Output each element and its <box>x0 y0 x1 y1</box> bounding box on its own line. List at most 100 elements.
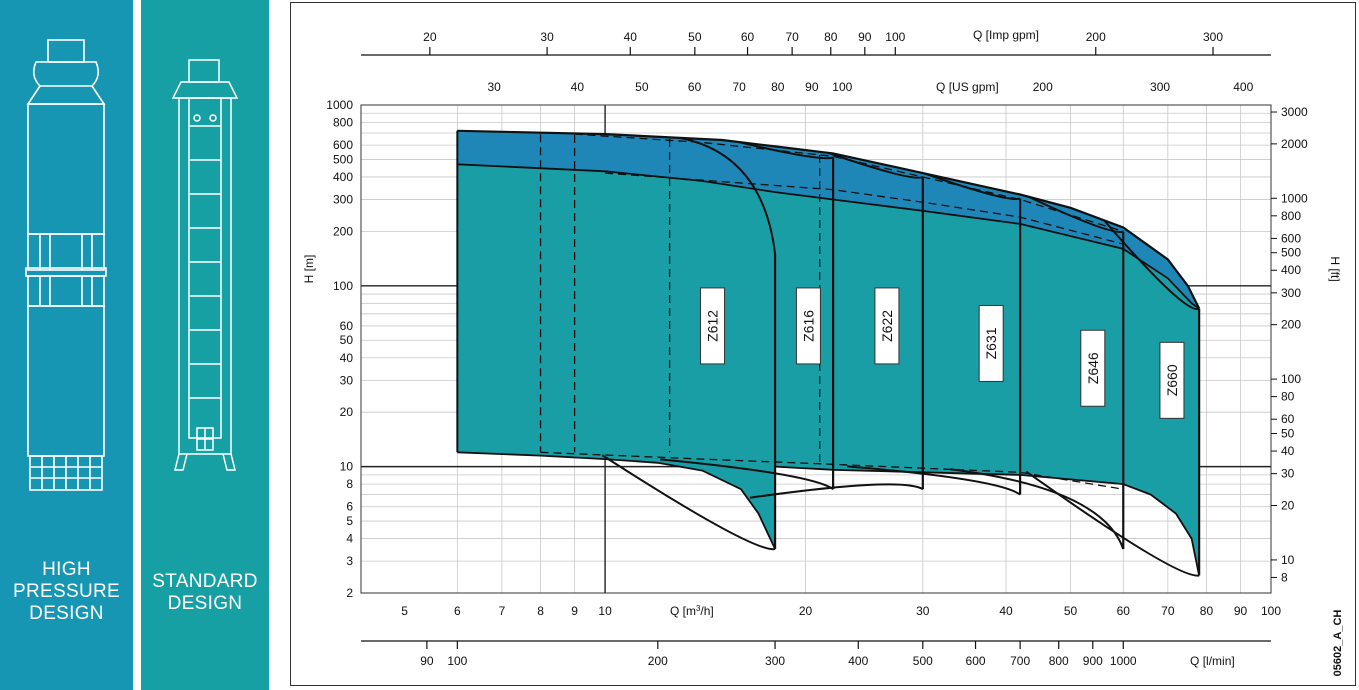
y-right-tick-label: 50 <box>1281 427 1295 441</box>
x-impgpm-tick-label: 40 <box>624 30 638 44</box>
envelope-lower-curve <box>457 451 776 550</box>
series-top-curve <box>827 151 924 179</box>
label-line: PRESSURE <box>13 581 120 602</box>
x-impgpm-tick-label: 90 <box>858 30 872 44</box>
x-usgpm-tick-label: 300 <box>1150 80 1170 94</box>
series-label-z631: Z631 <box>978 304 1004 382</box>
high-pressure-panel: HIGH PRESSURE DESIGN <box>0 0 133 690</box>
series-label-z622: Z622 <box>874 287 900 365</box>
x-lmin-tick-label: 200 <box>648 654 668 668</box>
y-left-axis-label: H [m] <box>302 255 316 284</box>
y-right-tick-label: 80 <box>1281 390 1295 404</box>
y-right-tick-label: 200 <box>1281 318 1301 332</box>
y-right-tick-label: 500 <box>1281 246 1301 260</box>
x-bottom-tick-label: 10 <box>598 604 612 618</box>
dashed-curves <box>539 133 1124 490</box>
dashed-lower-curve <box>540 451 1124 490</box>
x-usgpm-tick-label: 100 <box>832 80 852 94</box>
x-usgpm-tick-label: 60 <box>688 80 702 94</box>
x-bottom-tick-label: 100 <box>1261 604 1281 618</box>
x-lmin-tick-label: 90 <box>420 654 434 668</box>
standard-label: STANDARD DESIGN <box>141 571 269 615</box>
x-usgpm-tick-label: 80 <box>771 80 785 94</box>
label-line: HIGH <box>42 559 91 580</box>
y-left-tick-label: 100 <box>333 279 353 293</box>
label-line: DESIGN <box>29 603 104 624</box>
y-right-tick-label: 300 <box>1281 286 1301 300</box>
y-right-tick-label: 2000 <box>1281 137 1308 151</box>
x-lmin-tick-label: 400 <box>848 654 868 668</box>
high-pressure-pump-drawing-icon <box>25 39 107 491</box>
series-bottom-curve <box>1025 470 1200 577</box>
x-lmin-tick-label: 100 <box>447 654 467 668</box>
x-impgpm-tick-label: 80 <box>824 30 838 44</box>
x-bottom-tick-label: 60 <box>1117 604 1131 618</box>
y-right-tick-label: 8 <box>1281 570 1288 584</box>
series-label-box <box>874 287 900 365</box>
envelope-area <box>457 130 1200 576</box>
y-left-tick-label: 4 <box>346 532 353 546</box>
series-label-text: Z660 <box>1164 364 1180 396</box>
plot-border <box>360 104 1272 594</box>
y-left-tick-label: 20 <box>340 405 354 419</box>
x-bottom-tick-label: 50 <box>1064 604 1078 618</box>
y-left-tick-label: 30 <box>340 373 354 387</box>
x-impgpm-tick-label: 70 <box>785 30 799 44</box>
series-bottom-curve <box>749 483 924 499</box>
y-left-tick-label: 40 <box>340 351 354 365</box>
y-left-tick-label: 300 <box>333 193 353 207</box>
y-left-tick-label: 6 <box>346 500 353 514</box>
x-bottom-tick-label: 9 <box>571 604 578 618</box>
series-curves <box>456 129 1201 577</box>
y-left-tick-label: 800 <box>333 116 353 130</box>
x-lmin-tick-label: 500 <box>913 654 933 668</box>
top-band-area <box>457 130 1200 309</box>
y-left-tick-label: 3 <box>346 554 353 568</box>
series-label-z660: Z660 <box>1159 341 1185 419</box>
y-right-tick-label: 20 <box>1281 498 1295 512</box>
standard-pump-drawing-icon <box>171 59 239 471</box>
x-lmin-tick-label: 700 <box>1010 654 1030 668</box>
drawing-code: 05602_A_CH <box>1332 610 1344 677</box>
y-right-tick-label: 100 <box>1281 372 1301 386</box>
series-top-curve <box>1103 219 1200 311</box>
y-right-axis-label: H [ft] <box>1328 256 1342 281</box>
x-lmin-tick-label: 1000 <box>1110 654 1137 668</box>
x-lmin-tick-label: 900 <box>1083 654 1103 668</box>
y-right-tick-label: 1000 <box>1281 191 1308 205</box>
x-usgpm-tick-label: 400 <box>1233 80 1253 94</box>
x-impgpm-tick-label: 200 <box>1086 30 1106 44</box>
y-right-tick-label: 3000 <box>1281 105 1308 119</box>
y-right-tick-label: 10 <box>1281 553 1295 567</box>
series-label-text: Z612 <box>705 310 721 342</box>
x-bottom-tick-label: 40 <box>999 604 1013 618</box>
y-right-tick-label: 600 <box>1281 231 1301 245</box>
y-left-tick-label: 200 <box>333 224 353 238</box>
x-impgpm-tick-label: 300 <box>1203 30 1223 44</box>
y-right-tick-label: 40 <box>1281 444 1295 458</box>
x-impgpm-tick-label: 60 <box>741 30 755 44</box>
x-bottom-tick-label: 70 <box>1161 604 1175 618</box>
label-line: STANDARD <box>152 571 258 592</box>
series-top-curve <box>737 140 834 160</box>
x-impgpm-tick-label: 100 <box>885 30 905 44</box>
x-usgpm-tick-label: 40 <box>571 80 585 94</box>
x-bottom-tick-label: 90 <box>1234 604 1248 618</box>
y-left-tick-label: 8 <box>346 477 353 491</box>
x-usgpm-tick-label: 30 <box>487 80 501 94</box>
envelope-lower-outer-curve <box>775 465 1200 576</box>
series-label-text: Z616 <box>800 310 816 342</box>
x-bottom-tick-label: 20 <box>799 604 813 618</box>
x-impgpm-tick-label: 20 <box>423 30 437 44</box>
series-label-box <box>700 287 726 365</box>
series-label-z646: Z646 <box>1080 329 1106 407</box>
series-bottom-curve <box>950 468 1125 550</box>
x-lmin-axis-label: Q [l/min] <box>1190 654 1235 668</box>
x-bottom-tick-label: 7 <box>499 604 506 618</box>
x-lmin-tick-label: 800 <box>1049 654 1069 668</box>
performance-chart: Z612 Z616 Z622 Z631 Z646 Z660 2 3 4 5 6 8 10 20 30 40 50… <box>290 2 1356 686</box>
x-lmin-tick-label: 300 <box>765 654 785 668</box>
x-bottom-tick-label: 5 <box>401 604 408 618</box>
x-usgpm-axis-label: Q [US gpm] <box>936 80 999 94</box>
